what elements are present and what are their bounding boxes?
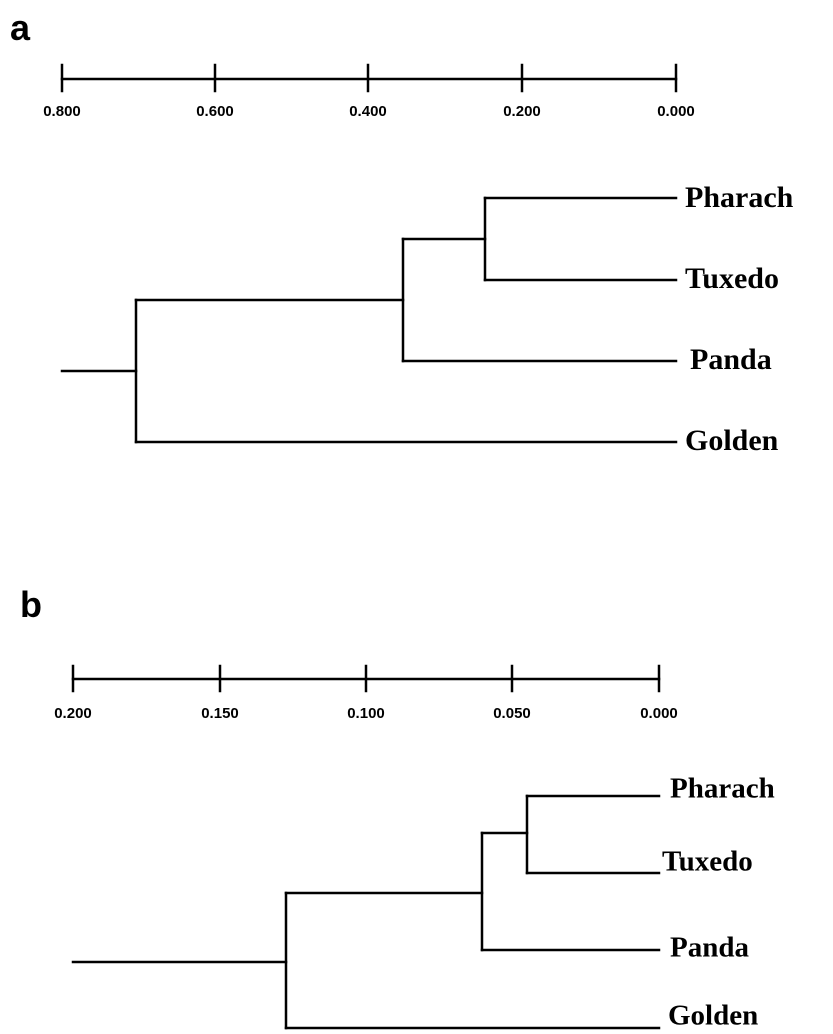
panel-b-tick-label: 0.150 <box>201 705 239 722</box>
panel-a-tick-label: 0.600 <box>196 103 234 120</box>
panel-a-leaf-label: Pharach <box>685 181 794 214</box>
panel-a-tick-label: 0.200 <box>503 103 541 120</box>
panel-b-leaf-label: Tuxedo <box>662 846 753 878</box>
panel-a-label: a <box>10 7 31 48</box>
panel-b-tree <box>71 794 661 1030</box>
panel-a-tree <box>60 196 678 444</box>
panel-b-leaf-label: Panda <box>670 932 749 964</box>
panel-b-tick-label: 0.100 <box>347 705 385 722</box>
panel-b-tick-label: 0.050 <box>493 705 531 722</box>
panel-a-tick-label: 0.000 <box>657 103 695 120</box>
panel-a-leaf-label: Tuxedo <box>685 262 779 295</box>
panel-a: a 0.800 0.600 0.400 0.200 0.000 <box>10 7 794 457</box>
panel-b-tick-label: 0.000 <box>640 705 678 722</box>
panel-b: b 0.200 0.150 0.100 0.050 0.000 <box>20 584 775 1032</box>
panel-b-label: b <box>20 584 42 625</box>
panel-a-tick-label: 0.400 <box>349 103 387 120</box>
panel-a-leaf-label: Panda <box>690 343 772 376</box>
panel-a-leaf-label: Golden <box>685 424 779 457</box>
panel-a-tick-label: 0.800 <box>43 103 81 120</box>
panel-a-scale-bar: 0.800 0.600 0.400 0.200 0.000 <box>43 63 695 120</box>
panel-b-tick-label: 0.200 <box>54 705 92 722</box>
panel-b-leaf-label: Pharach <box>670 773 775 805</box>
panel-b-leaf-label: Golden <box>668 1000 758 1032</box>
panel-b-scale-bar: 0.200 0.150 0.100 0.050 0.000 <box>54 664 678 722</box>
